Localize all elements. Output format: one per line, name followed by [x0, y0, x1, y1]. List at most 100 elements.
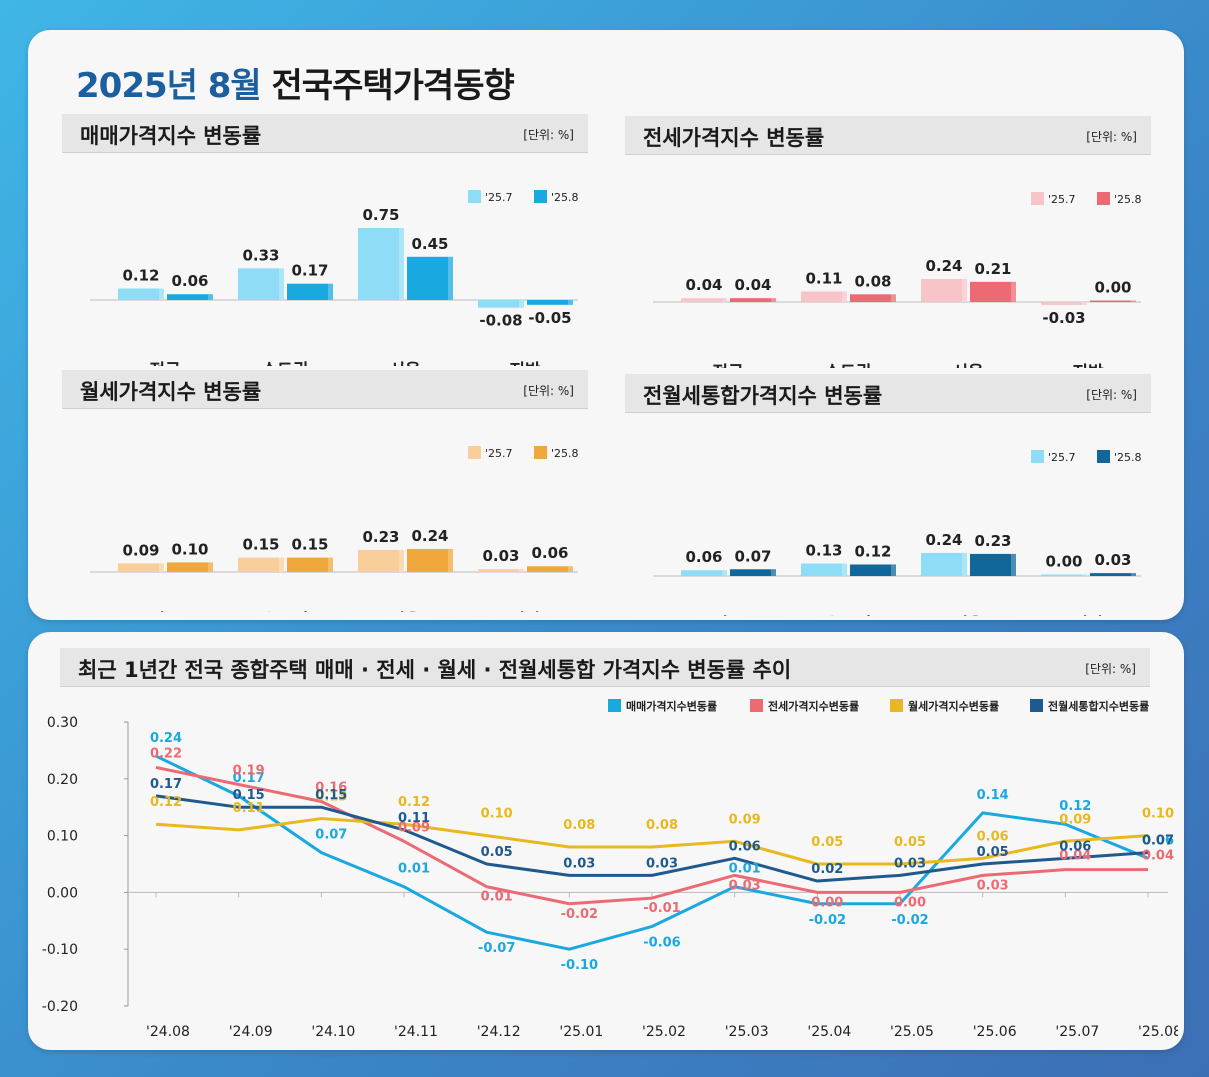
bar-2-0	[921, 278, 967, 302]
panel-sale-unit: [단위: %]	[523, 128, 574, 142]
legend-swatch-1	[1097, 450, 1110, 463]
panel-sale-header: 매매가격지수 변동률 [단위: %]	[62, 114, 588, 153]
bar-3-1	[527, 300, 573, 305]
series-point-label-2: 0.12	[398, 795, 430, 810]
bar-0-0	[118, 563, 164, 572]
bar-3-0	[1041, 302, 1087, 305]
bar-value-label-1-1: 0.15	[291, 536, 328, 554]
bar-0-0	[681, 570, 727, 576]
legend-label-1: '25.8	[551, 447, 579, 460]
series-point-label-1: 0.09	[398, 820, 430, 835]
legend-label-0: '25.7	[1048, 451, 1076, 464]
bar-edge-2-0	[399, 549, 404, 572]
panel-jeonse-title: 전세가격지수 변동률	[643, 126, 825, 150]
category-label-1: 수도권	[825, 615, 872, 616]
series-point-label-2: 0.09	[1059, 812, 1091, 827]
y-tick-label: -0.10	[42, 942, 78, 958]
bar-edge-0-1	[208, 562, 213, 572]
bar-2-1	[407, 256, 453, 300]
page-title: 2025년 8월 전국주택가격동향	[76, 58, 515, 107]
bar-edge-3-1	[568, 566, 573, 572]
series-line-1	[155, 765, 1148, 906]
bar-edge-0-1	[771, 298, 776, 302]
y-tick-label: -0.20	[42, 999, 78, 1015]
series-point-label-3: 0.06	[1059, 839, 1091, 854]
bar-value-label-1-1: 0.12	[854, 542, 891, 560]
bar-3-0	[478, 300, 524, 308]
bottom-card: 최근 1년간 전국 종합주택 매매 · 전세 · 월세 · 전월세통합 가격지수…	[28, 632, 1184, 1050]
category-label-3: 지방	[509, 361, 541, 366]
category-label-3: 지방	[1072, 363, 1104, 368]
bar-1-0	[238, 557, 284, 572]
series-point-label-2: 0.05	[811, 835, 843, 850]
series-point-label-2: 0.12	[150, 795, 182, 810]
series-point-label-0: 0.06	[1142, 833, 1174, 848]
series-point-label-0: -0.10	[561, 958, 598, 973]
trend-unit: [단위: %]	[1085, 662, 1136, 676]
series-point-label-1: 0.04	[1059, 849, 1091, 864]
bar-value-label-2-0: 0.24	[925, 257, 962, 275]
series-point-label-1: -0.01	[643, 901, 680, 916]
series-point-label-0: -0.02	[809, 913, 846, 928]
bar-value-label-2-1: 0.23	[974, 532, 1011, 550]
category-label-2: 서울	[952, 615, 984, 616]
series-point-label-0: -0.02	[891, 913, 928, 928]
bar-2-0	[358, 228, 404, 300]
bar-value-label-3-0: 0.00	[1045, 553, 1082, 571]
bar-1-0	[238, 268, 284, 300]
series-point-label-3: 0.03	[646, 856, 678, 871]
bar-1-1	[850, 294, 896, 302]
line-legend-label-2: 월세가격지수변동률	[908, 699, 999, 713]
series-point-label-3: 0.11	[398, 811, 430, 826]
panel-jeonse-header: 전세가격지수 변동률 [단위: %]	[625, 116, 1151, 155]
series-point-label-0: 0.24	[150, 731, 182, 746]
category-label-3: 지방	[509, 611, 541, 612]
bar-3-0	[478, 569, 524, 572]
legend-swatch-0	[468, 190, 481, 203]
bar-0-1	[730, 569, 776, 576]
bar-value-label-0-1: 0.06	[171, 272, 208, 290]
line-legend-label-0: 매매가격지수변동률	[626, 699, 717, 713]
title-rest: 전국주택가격동향	[271, 66, 515, 106]
category-label-1: 수도권	[825, 363, 872, 368]
x-tick-label: '25.08	[1138, 1024, 1178, 1040]
y-tick-label: 0.30	[47, 715, 78, 731]
bar-3-1	[527, 566, 573, 572]
bar-edge-2-1	[1011, 553, 1016, 576]
bar-value-label-0-1: 0.04	[734, 276, 771, 294]
bar-value-label-0-0: 0.06	[685, 548, 722, 566]
panel-combined-header: 전월세통합가격지수 변동률 [단위: %]	[625, 374, 1151, 413]
line-legend-label-1: 전세가격지수변동률	[768, 699, 859, 713]
category-label-2: 서울	[389, 361, 421, 366]
bar-3-1	[1090, 300, 1136, 302]
bar-edge-3-0	[519, 300, 524, 308]
series-point-label-1: 0.19	[233, 763, 265, 778]
bar-1-0	[801, 563, 847, 576]
bar-value-label-2-1: 0.21	[974, 260, 1011, 278]
bar-value-label-0-1: 0.07	[734, 547, 771, 565]
series-point-label-3: 0.05	[481, 845, 513, 860]
combined-bar-chart: '25.7 '25.8 0.06 0.07 전국 0.13 0.12 수도권 0.24 0.23 서…	[653, 450, 1142, 616]
line-legend-swatch-0	[608, 699, 621, 712]
bar-value-label-0-0: 0.09	[122, 541, 159, 559]
title-year-month: 2025년 8월	[76, 66, 262, 106]
category-label-1: 수도권	[262, 611, 309, 612]
bar-1-0	[801, 291, 847, 302]
bar-value-label-0-0: 0.04	[685, 276, 722, 294]
series-point-label-1: -0.02	[561, 907, 598, 922]
series-point-label-0: 0.12	[1059, 799, 1091, 814]
series-point-label-2: 0.09	[729, 812, 761, 827]
legend-label-0: '25.7	[485, 447, 513, 460]
x-tick-label: '25.06	[973, 1024, 1017, 1040]
bar-2-1	[970, 281, 1016, 302]
series-point-label-3: 0.03	[563, 856, 595, 871]
bar-value-label-1-0: 0.13	[805, 542, 842, 560]
bar-edge-0-1	[208, 294, 213, 300]
legend-label-1: '25.8	[551, 191, 579, 204]
bar-2-0	[921, 552, 967, 576]
series-point-label-0: 0.01	[729, 862, 761, 877]
x-tick-label: '24.08	[146, 1024, 190, 1040]
bar-edge-3-1	[1131, 573, 1136, 576]
bar-edge-0-0	[159, 563, 164, 572]
category-label-0: 전국	[712, 363, 744, 368]
